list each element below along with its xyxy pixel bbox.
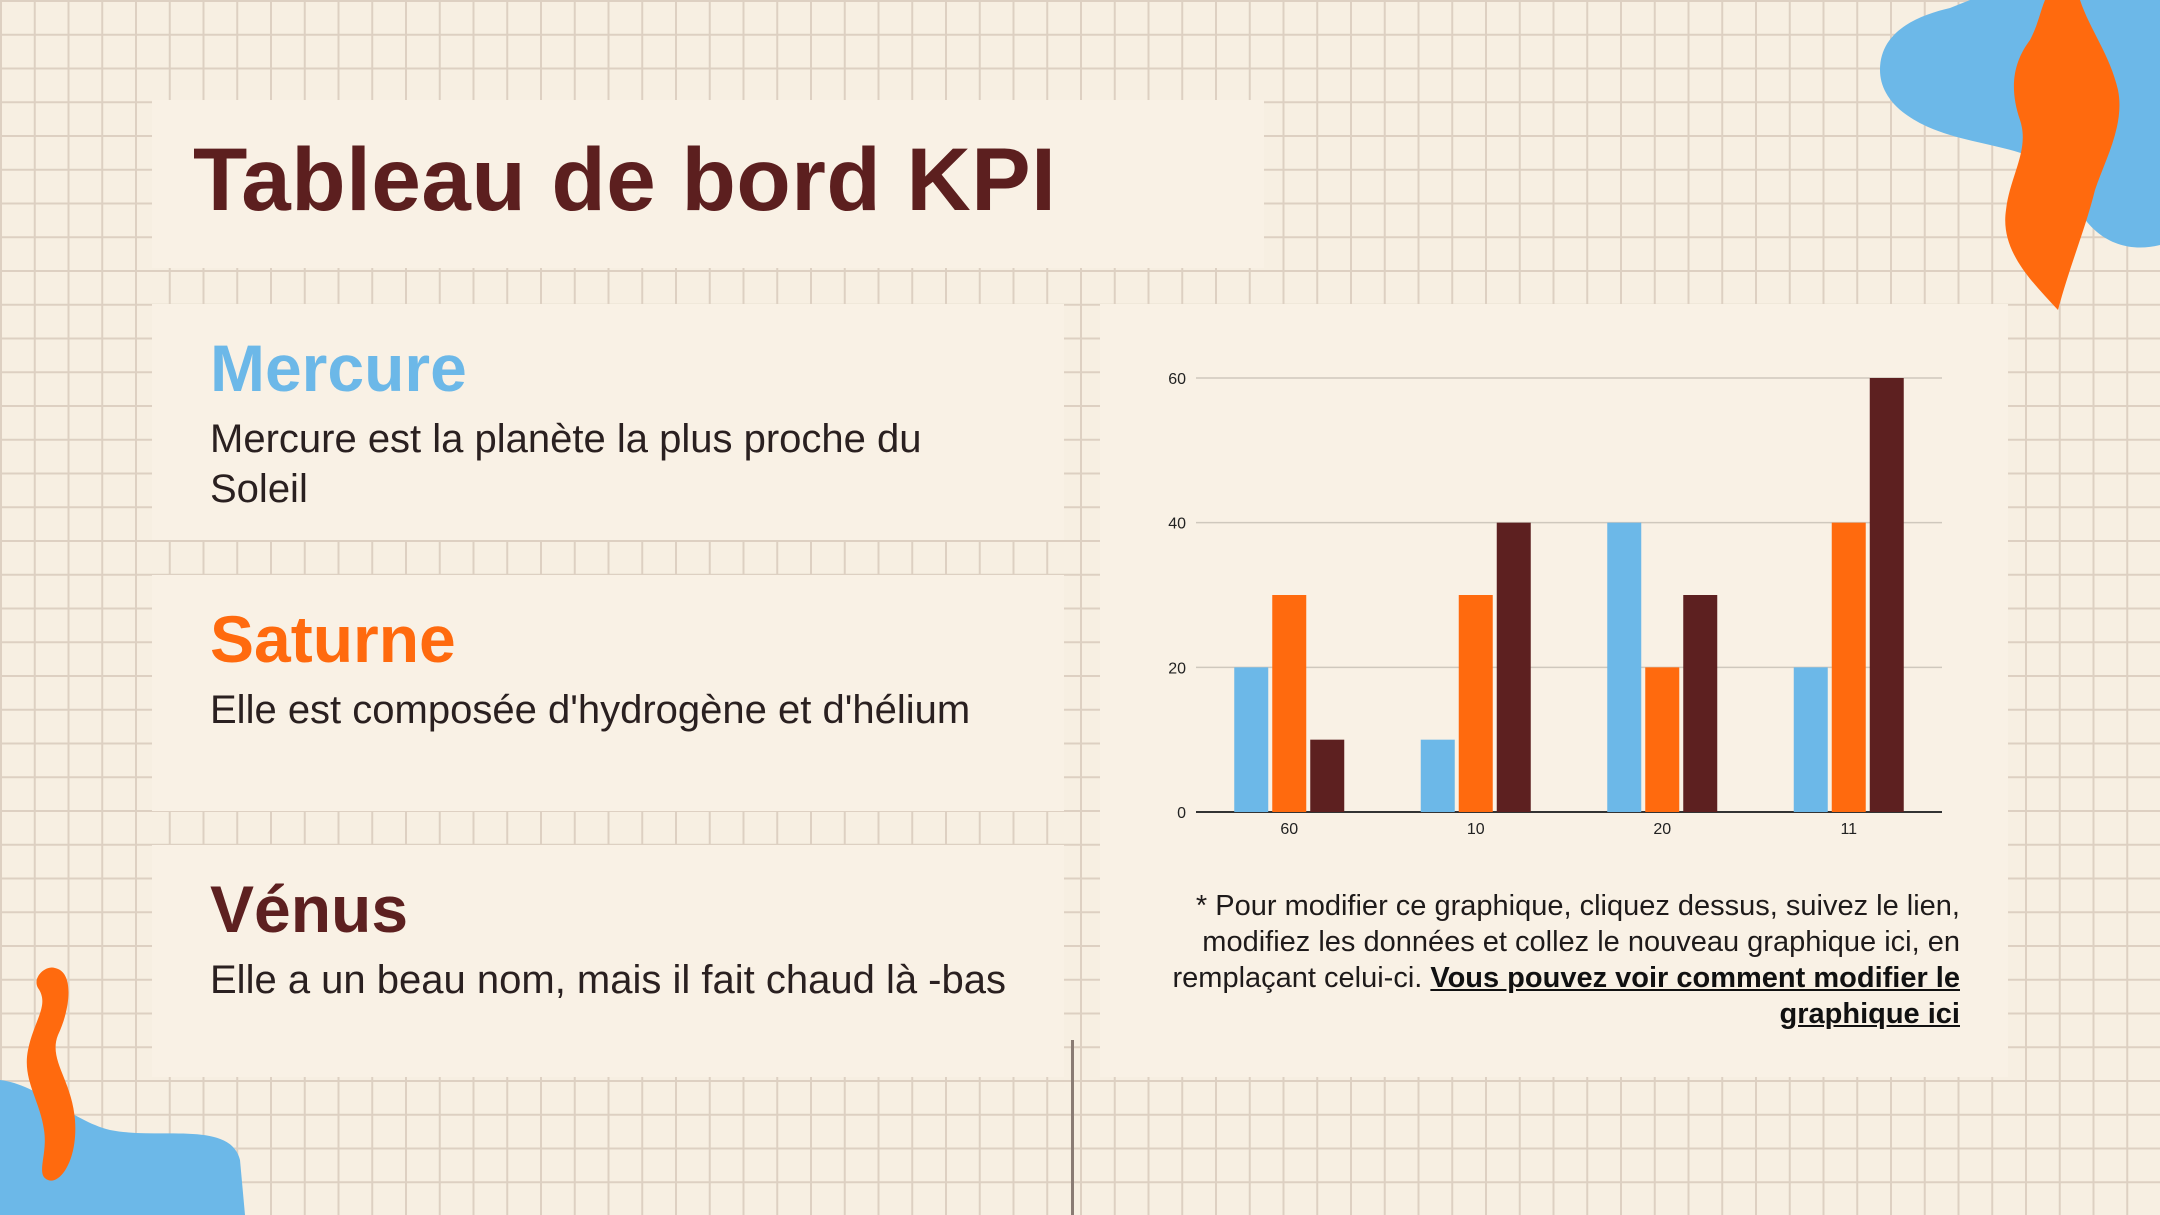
bar-20-series-2 — [1683, 595, 1718, 812]
bar-60-series-1 — [1272, 595, 1307, 812]
bar-10-series-2 — [1496, 522, 1531, 812]
planet-description-mercure: Mercure est la planète la plus proche du… — [210, 417, 922, 511]
divider-line — [1071, 1040, 1074, 1215]
planet-description-saturne: Elle est composée d'hydrogène et d'héliu… — [210, 688, 971, 732]
x-tick-label: 11 — [1840, 821, 1857, 838]
x-tick-label: 10 — [1467, 821, 1485, 838]
bar-11-series-2 — [1869, 378, 1904, 812]
bar-20-series-1 — [1645, 667, 1680, 812]
planet-name-saturne: Saturne — [210, 602, 456, 676]
blob-top-right-decoration — [1880, 0, 2160, 310]
chart-note: * Pour modifier ce graphique, cliquez de… — [1160, 888, 1961, 1032]
bar-11-series-0 — [1793, 667, 1828, 812]
y-tick-label: 20 — [1168, 660, 1186, 677]
page-title: Tableau de bord KPI — [193, 129, 1057, 229]
y-tick-label: 60 — [1168, 371, 1186, 388]
title-card — [152, 100, 1264, 268]
y-tick-label: 0 — [1177, 805, 1186, 822]
y-tick-label: 40 — [1168, 516, 1186, 533]
bar-20-series-0 — [1607, 522, 1642, 812]
bar-10-series-1 — [1458, 595, 1493, 812]
blob-bottom-left-decoration — [0, 967, 245, 1215]
planet-name-venus: Vénus — [210, 872, 409, 946]
chart-note-text: * Pour modifier ce graphique, cliquez de… — [1172, 890, 1961, 994]
planet-description-venus: Elle a un beau nom, mais il fait chaud l… — [210, 958, 1006, 1002]
planet-name-mercure: Mercure — [210, 331, 467, 405]
bar-10-series-0 — [1420, 739, 1455, 812]
x-tick-label: 20 — [1653, 821, 1671, 838]
x-tick-label: 60 — [1280, 821, 1298, 838]
bar-60-series-0 — [1234, 667, 1269, 812]
bar-chart[interactable]: 0 20 40 60 60 10 20 11 — [1100, 340, 2000, 850]
planet-card-venus — [152, 845, 1064, 1077]
bar-60-series-2 — [1310, 739, 1345, 812]
planet-card-saturne — [152, 575, 1064, 811]
planet-card-mercure — [152, 304, 1064, 540]
bar-11-series-1 — [1831, 522, 1866, 812]
chart-help-link[interactable]: Vous pouvez voir comment modifier le gra… — [1430, 962, 1960, 1030]
